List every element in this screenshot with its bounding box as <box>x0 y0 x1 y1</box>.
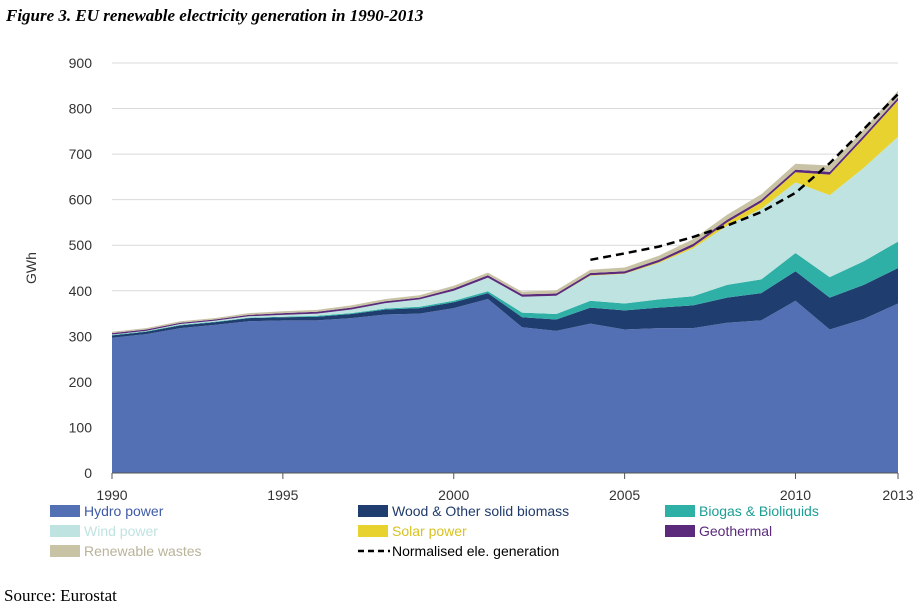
legend-label-biogas-bioliquids: Biogas & Bioliquids <box>699 503 819 519</box>
x-tick-label: 2013 <box>882 487 913 503</box>
y-axis-label: GWh <box>23 252 39 284</box>
area-solar-power <box>112 100 898 335</box>
y-tick-label: 400 <box>69 283 93 299</box>
area-biogas-bioliquids <box>112 241 898 336</box>
stacked-areas <box>112 90 898 473</box>
legend-label-wood-other-solid-biomass: Wood & Other solid biomass <box>392 503 569 519</box>
area-hydro-power <box>112 299 898 473</box>
source-note: Source: Eurostat <box>4 586 117 605</box>
legend-label-geothermal: Geothermal <box>699 523 772 539</box>
y-tick-label: 800 <box>69 101 93 117</box>
x-tick-label: 2010 <box>780 487 811 503</box>
legend-label-renewable-wastes: Renewable wastes <box>84 543 202 559</box>
legend-swatch-biogas-bioliquids <box>665 505 695 517</box>
line-normalised-generation <box>590 93 899 262</box>
legend-label-normalised-ele-generation: Normalised ele. generation <box>392 543 559 559</box>
legend-swatch-geothermal <box>665 525 695 537</box>
axes: 0 100 200 300 400 500 600 700 800 900 1990 1995 2000… <box>23 55 914 503</box>
area-wood-other-solid-biomass <box>112 268 898 338</box>
y-tick-label: 100 <box>69 419 93 435</box>
legend-swatch-renewable-wastes <box>50 545 80 557</box>
legend: Hydro power Wood & Other solid biomass Bio… <box>50 503 819 559</box>
x-tick-label: 1990 <box>96 487 127 503</box>
area-geothermal <box>112 97 898 335</box>
y-tick-label: 200 <box>69 374 93 390</box>
legend-label-wind-power: Wind power <box>84 523 158 539</box>
area-wind-power <box>112 136 898 335</box>
legend-swatch-wind-power <box>50 525 80 537</box>
x-tick-label: 2000 <box>438 487 469 503</box>
y-tick-label: 0 <box>84 465 92 481</box>
x-tick-label: 2005 <box>609 487 640 503</box>
legend-label-solar-power: Solar power <box>392 523 467 539</box>
legend-swatch-solar-power <box>358 525 388 537</box>
legend-swatch-hydro-power <box>50 505 80 517</box>
y-tick-label: 900 <box>69 55 93 71</box>
x-tick-label: 1995 <box>267 487 298 503</box>
legend-label-hydro-power: Hydro power <box>84 503 164 519</box>
legend-swatch-wood-other-solid-biomass <box>358 505 388 517</box>
area-renewable-wastes <box>112 90 898 334</box>
y-tick-label: 500 <box>69 237 93 253</box>
line-series <box>590 93 899 262</box>
y-tick-label: 700 <box>69 146 93 162</box>
figure-title: Figure 3. EU renewable electricity gener… <box>6 6 424 25</box>
y-tick-label: 300 <box>69 328 93 344</box>
y-tick-label: 600 <box>69 192 93 208</box>
